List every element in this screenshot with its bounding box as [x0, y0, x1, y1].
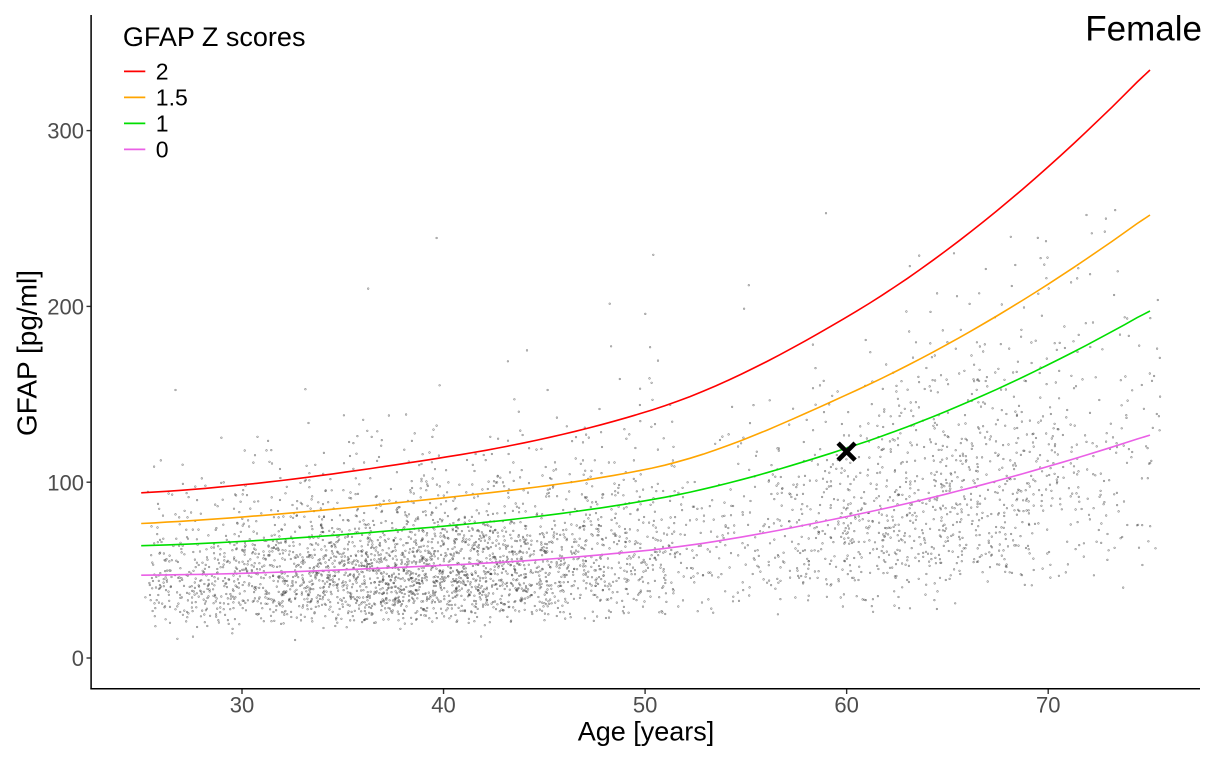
- svg-text:50: 50: [633, 693, 657, 718]
- svg-text:100: 100: [47, 470, 84, 495]
- svg-text:200: 200: [47, 295, 84, 320]
- svg-text:1.5: 1.5: [156, 85, 188, 111]
- svg-text:1: 1: [156, 111, 169, 137]
- svg-text:0: 0: [72, 646, 84, 671]
- svg-text:2: 2: [156, 59, 169, 85]
- svg-text:GFAP Z scores: GFAP Z scores: [123, 22, 306, 52]
- svg-text:0: 0: [156, 137, 169, 163]
- svg-text:Female: Female: [1085, 10, 1202, 49]
- svg-text:300: 300: [47, 119, 84, 144]
- svg-text:Age [years]: Age [years]: [578, 717, 715, 747]
- svg-text:70: 70: [1036, 693, 1060, 718]
- svg-text:60: 60: [834, 693, 858, 718]
- svg-text:40: 40: [431, 693, 455, 718]
- svg-text:GFAP [pg/ml]: GFAP [pg/ml]: [12, 270, 43, 436]
- svg-text:30: 30: [230, 693, 254, 718]
